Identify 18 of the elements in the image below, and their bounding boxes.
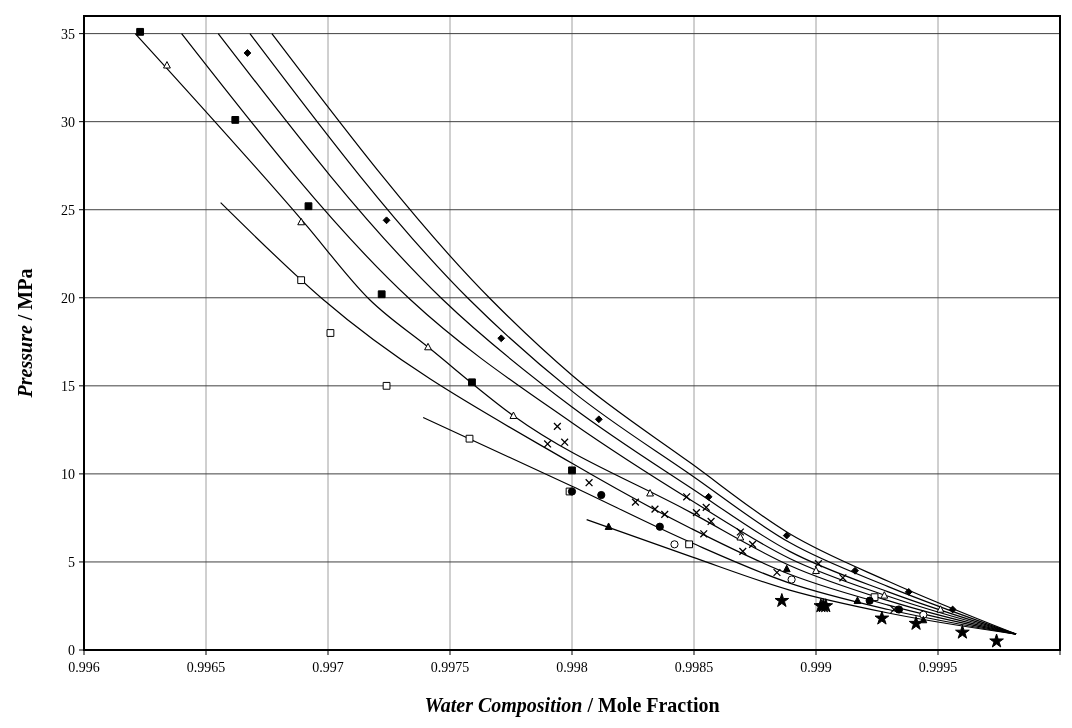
x-tick-label: 0.998 — [556, 660, 588, 675]
y-tick-label: 5 — [68, 554, 75, 570]
y-tick-label: 35 — [61, 26, 75, 42]
x-tick-label: 0.9995 — [918, 660, 958, 675]
x-tick-label: 0.997 — [312, 660, 344, 675]
y-axis-title: Pressure / MPa — [14, 268, 36, 399]
y-tick-label: 0 — [68, 643, 75, 658]
x-tick-label: 0.9965 — [186, 660, 226, 675]
y-tick-label: 25 — [61, 202, 75, 218]
x-tick-label: 0.9975 — [430, 660, 470, 675]
y-tick-label: 10 — [61, 466, 75, 482]
x-tick-label: 0.9985 — [674, 660, 714, 675]
x-axis-title: Water Composition / Mole Fraction — [424, 694, 720, 717]
y-tick-label: 30 — [61, 114, 75, 130]
x-tick-label: 0.996 — [68, 660, 100, 675]
y-tick-label: 20 — [61, 290, 75, 306]
x-tick-label: 0.999 — [800, 660, 832, 675]
y-tick-label: 15 — [61, 378, 75, 394]
